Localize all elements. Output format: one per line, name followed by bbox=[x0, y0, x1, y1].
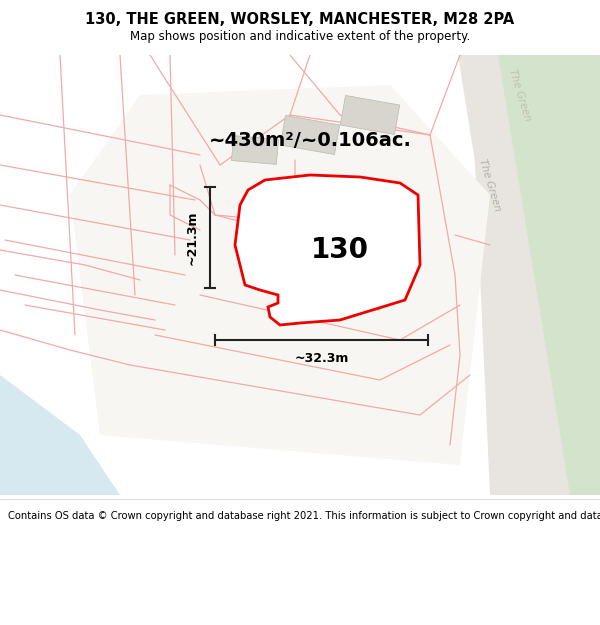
Text: ~430m²/~0.106ac.: ~430m²/~0.106ac. bbox=[209, 131, 412, 149]
Text: 130: 130 bbox=[311, 236, 369, 264]
Polygon shape bbox=[232, 136, 278, 164]
Text: The Green: The Green bbox=[507, 68, 533, 122]
Polygon shape bbox=[280, 116, 340, 154]
Text: ~32.3m: ~32.3m bbox=[295, 351, 349, 364]
Polygon shape bbox=[340, 96, 400, 134]
Polygon shape bbox=[70, 85, 490, 465]
Text: Contains OS data © Crown copyright and database right 2021. This information is : Contains OS data © Crown copyright and d… bbox=[8, 511, 600, 521]
Text: The Green: The Green bbox=[477, 158, 503, 212]
Polygon shape bbox=[470, 55, 600, 495]
Text: 130, THE GREEN, WORSLEY, MANCHESTER, M28 2PA: 130, THE GREEN, WORSLEY, MANCHESTER, M28… bbox=[85, 12, 515, 27]
Polygon shape bbox=[498, 55, 600, 495]
Text: Map shows position and indicative extent of the property.: Map shows position and indicative extent… bbox=[130, 30, 470, 43]
Polygon shape bbox=[470, 55, 600, 495]
Polygon shape bbox=[235, 175, 420, 325]
Polygon shape bbox=[272, 199, 398, 311]
Polygon shape bbox=[0, 375, 120, 495]
Polygon shape bbox=[458, 55, 570, 495]
Text: ~21.3m: ~21.3m bbox=[185, 210, 199, 265]
